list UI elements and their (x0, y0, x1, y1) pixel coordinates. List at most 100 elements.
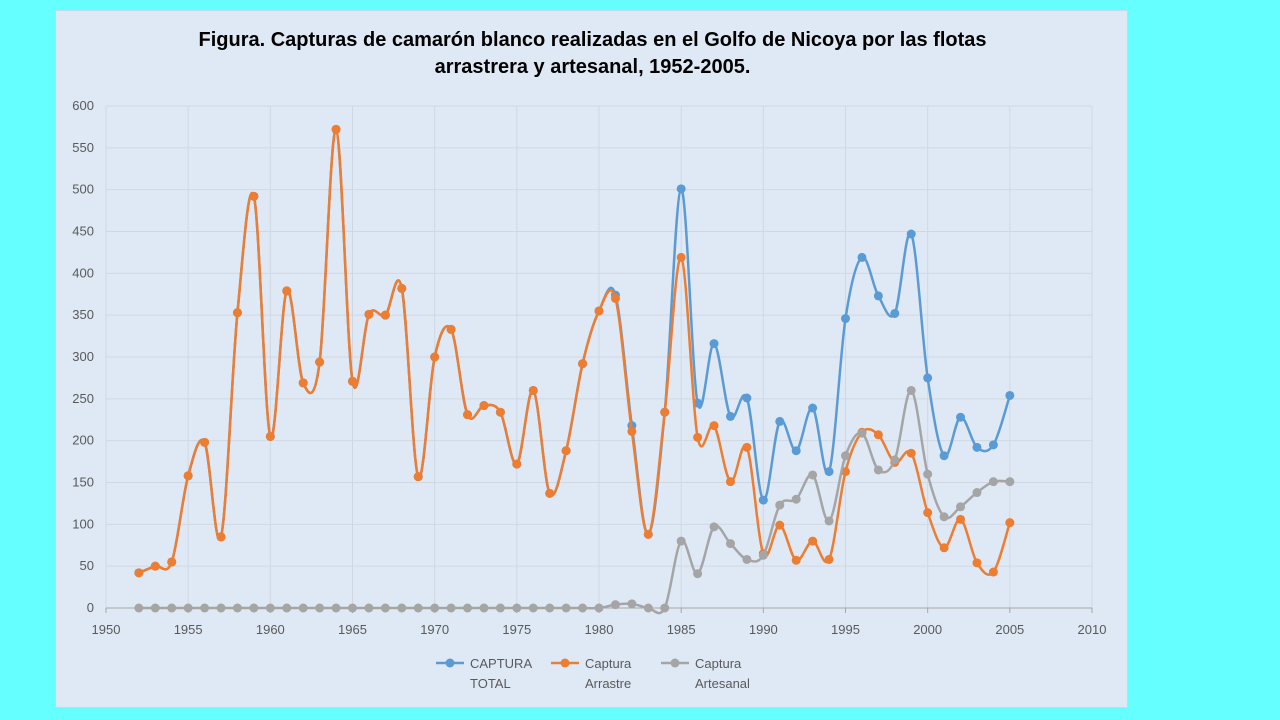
x-tick-label: 1955 (174, 622, 203, 637)
data-point (725, 411, 735, 421)
series-line (138, 128, 1012, 575)
data-point (824, 554, 834, 564)
data-point (200, 603, 210, 613)
data-point (857, 428, 867, 438)
y-tick-label: 600 (72, 98, 94, 113)
data-point (150, 603, 160, 613)
data-point (545, 603, 555, 613)
data-point (775, 500, 785, 510)
data-point (643, 529, 653, 539)
data-point (627, 426, 637, 436)
x-tick-label: 2005 (995, 622, 1024, 637)
data-point (956, 412, 966, 422)
series-line (138, 128, 1012, 576)
legend-label-line-1: CAPTURA (470, 656, 532, 671)
series-2 (134, 124, 1015, 578)
data-point (512, 459, 522, 469)
data-point (725, 539, 735, 549)
data-point (1005, 518, 1015, 528)
data-point (709, 522, 719, 532)
data-point (380, 603, 390, 613)
x-tick-label: 1950 (92, 622, 121, 637)
data-point (988, 477, 998, 487)
data-point (150, 561, 160, 571)
data-point (775, 416, 785, 426)
data-point (841, 314, 850, 324)
data-point (578, 603, 588, 613)
data-point (906, 229, 916, 239)
x-tick-label: 1965 (338, 622, 367, 637)
data-point (463, 603, 473, 613)
data-point (939, 451, 949, 461)
legend: CAPTURA TOTAL Captura Arrastre Captura Artesa… (436, 656, 750, 691)
data-point (134, 603, 144, 613)
data-point (167, 557, 177, 567)
data-point (1005, 477, 1015, 487)
data-point (988, 567, 998, 577)
data-point (364, 603, 374, 613)
data-point (660, 407, 670, 417)
data-point (824, 516, 834, 526)
data-point (939, 512, 949, 522)
data-point (791, 494, 801, 504)
data-point (364, 309, 374, 319)
legend-marker (670, 658, 680, 668)
data-point (972, 558, 982, 568)
data-point (183, 471, 193, 481)
x-tick-label: 2010 (1078, 622, 1107, 637)
data-point (956, 502, 966, 512)
data-point (923, 373, 933, 383)
data-point (939, 543, 949, 553)
data-point (495, 603, 505, 613)
gridlines (105, 105, 1093, 608)
data-point (249, 603, 259, 613)
data-point (495, 407, 505, 417)
x-tick-label: 2000 (913, 622, 942, 637)
data-point (561, 446, 571, 456)
data-point (742, 554, 752, 564)
data-point (988, 440, 998, 450)
data-point (232, 603, 242, 613)
data-point (232, 308, 242, 318)
data-point (545, 488, 555, 498)
y-tick-label: 200 (72, 433, 94, 448)
y-tick-label: 300 (72, 349, 94, 364)
data-point (413, 603, 423, 613)
data-point (808, 536, 818, 546)
data-point (709, 339, 719, 349)
axes: 0 50 100 150 200 250 300 350 400 450 500 550 600 1950… (72, 98, 1106, 637)
x-tick-label: 1985 (667, 622, 696, 637)
data-point (446, 324, 456, 334)
x-tick-label: 1995 (831, 622, 860, 637)
data-point (528, 385, 538, 395)
y-tick-label: 350 (72, 307, 94, 322)
data-point (841, 451, 850, 461)
data-point (643, 603, 653, 613)
data-point (742, 393, 752, 403)
data-point (627, 599, 637, 609)
data-point (906, 385, 916, 395)
data-point (430, 603, 440, 613)
data-point (676, 536, 686, 546)
legend-marker (560, 658, 570, 668)
x-tick-label: 1990 (749, 622, 778, 637)
data-point (331, 603, 341, 613)
legend-item-3: Captura Artesanal (661, 656, 750, 691)
chart-panel: Figura. Capturas de camarón blanco reali… (55, 10, 1128, 708)
y-tick-label: 500 (72, 182, 94, 197)
legend-marker (445, 658, 455, 668)
y-tick-label: 250 (72, 391, 94, 406)
data-point (216, 603, 226, 613)
data-point (857, 252, 867, 262)
data-point (528, 603, 538, 613)
data-point (397, 283, 407, 293)
data-point (298, 603, 308, 613)
data-point (282, 286, 292, 296)
data-point (348, 376, 357, 386)
data-point (873, 430, 883, 440)
data-point (676, 184, 686, 194)
data-point (200, 437, 210, 447)
data-point (890, 455, 900, 465)
data-point (134, 568, 144, 578)
data-point (676, 252, 686, 262)
